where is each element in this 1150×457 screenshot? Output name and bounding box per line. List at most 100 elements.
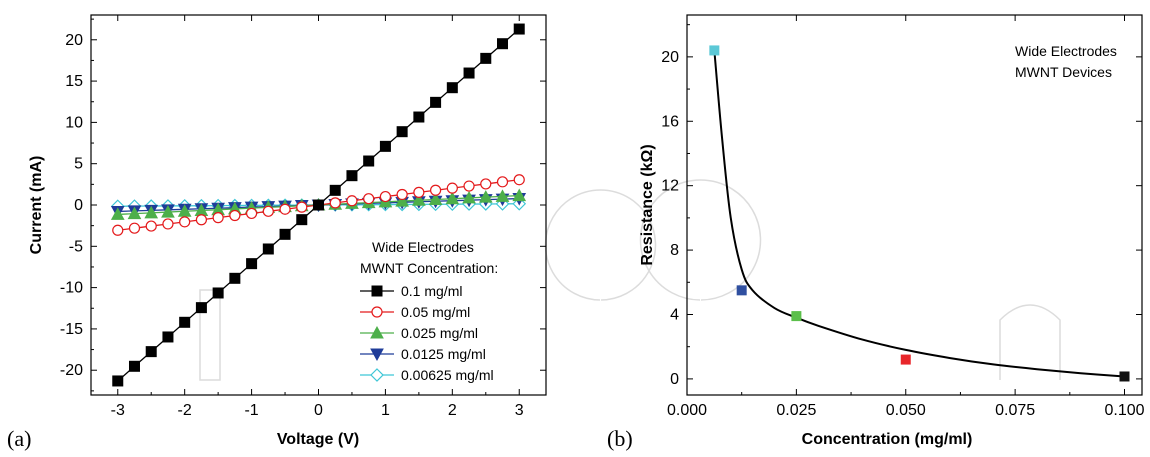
- data-point: [279, 228, 291, 240]
- y-tick-label: 8: [670, 242, 679, 259]
- data-point: [195, 302, 207, 314]
- legend-marker: [370, 325, 384, 339]
- data-point: [480, 178, 492, 190]
- data-point: [179, 316, 191, 328]
- data-point: [428, 192, 443, 206]
- legend-heading-2: MWNT Concentration:: [360, 260, 498, 276]
- legend-marker: [371, 306, 383, 318]
- series-0-1-mg-ml: [112, 23, 525, 387]
- data-point: [144, 205, 159, 219]
- data-point: [363, 155, 375, 167]
- x-tick-label: 0.025: [776, 402, 816, 419]
- legend-heading-1: Wide Electrodes: [372, 239, 474, 255]
- data-point: [110, 207, 125, 220]
- data-point: [212, 212, 224, 224]
- data-point: [161, 205, 175, 218]
- data-point: [445, 191, 460, 205]
- x-tick-labels: 0.000 0.025 0.050 0.075 0.100: [667, 402, 1145, 419]
- watermark: [199, 179, 1061, 381]
- data-point: [112, 375, 124, 387]
- data-point: [1119, 371, 1130, 382]
- y-tick-label: 20: [661, 49, 679, 66]
- data-point: [497, 38, 509, 50]
- y-tick-labels: -20 -15 -10 -5 0 5 10 15 20: [60, 32, 83, 379]
- data-point: [195, 214, 208, 226]
- data-point: [162, 218, 174, 230]
- x-tick-labels: -3 -2 -1 0 1 2 3: [111, 402, 524, 419]
- data-point: [262, 205, 274, 217]
- data-point: [162, 331, 174, 343]
- y-axis-title: Current (mA): [28, 156, 45, 255]
- legend-label: 0.05 mg/ml: [401, 304, 470, 320]
- data-point: [463, 67, 475, 79]
- data-point: [446, 82, 458, 94]
- data-point: [296, 201, 308, 213]
- x-tick-label: -2: [178, 402, 192, 419]
- data-point: [112, 224, 124, 236]
- data-point: [346, 195, 358, 207]
- data-point: [246, 258, 258, 270]
- data-point: [229, 272, 241, 284]
- data-point: [736, 285, 747, 296]
- plot-frame: [686, 14, 1143, 396]
- axis-ticks: [91, 15, 546, 395]
- y-tick-label: -10: [60, 280, 83, 297]
- data-point: [128, 222, 141, 234]
- data-point: [512, 188, 527, 202]
- data-point: [313, 199, 324, 211]
- data-point: [463, 180, 475, 192]
- data-point: [145, 346, 157, 358]
- y-tick-label: 0: [74, 197, 83, 214]
- data-point: [396, 126, 408, 138]
- legend: Wide Electrodes MWNT Concentration: 0.1 …: [360, 239, 498, 383]
- data-point: [430, 96, 442, 108]
- legend-label: 0.0125 mg/ml: [401, 346, 486, 362]
- data-point: [478, 190, 493, 203]
- fit-curve: [713, 50, 1125, 378]
- y-tick-label: 12: [661, 178, 679, 195]
- x-tick-label: -3: [111, 402, 125, 419]
- x-axis-title: Concentration (mg/ml): [802, 431, 973, 448]
- data-point: [229, 209, 241, 222]
- data-series: [709, 45, 1130, 382]
- data-point: [462, 190, 476, 204]
- data-point: [212, 287, 224, 299]
- data-point: [412, 193, 426, 206]
- legend-label: 0.025 mg/ml: [401, 325, 478, 341]
- x-tick-label: 2: [448, 402, 457, 419]
- x-tick-label: 3: [515, 402, 524, 419]
- y-tick-label: 10: [65, 114, 83, 131]
- data-point: [495, 189, 510, 202]
- data-point: [480, 52, 492, 64]
- y-tick-label: -20: [60, 362, 83, 379]
- legend-marker: [371, 285, 383, 297]
- data-point: [296, 214, 308, 226]
- series-0-05-mg-ml: [112, 174, 525, 236]
- data-point: [513, 174, 525, 186]
- annotation-line-1: Wide Electrodes: [1015, 43, 1117, 59]
- x-tick-label: -1: [244, 402, 258, 419]
- y-tick-label: 20: [65, 32, 83, 49]
- data-point: [379, 140, 391, 152]
- data-point: [145, 220, 157, 232]
- data-point: [496, 176, 509, 188]
- annotation-line-2: MWNT Devices: [1015, 64, 1112, 80]
- y-tick-labels: 0 4 8 12 16 20: [661, 49, 679, 388]
- legend-marker: [370, 348, 384, 362]
- data-point: [900, 354, 911, 365]
- data-point: [429, 184, 442, 196]
- y-tick-label: 15: [65, 73, 83, 90]
- data-point: [262, 243, 274, 255]
- data-point: [245, 207, 258, 220]
- y-tick-label: 16: [661, 113, 679, 130]
- data-point: [329, 197, 341, 209]
- data-point: [379, 190, 392, 203]
- y-tick-label: -15: [60, 321, 83, 338]
- data-point: [413, 186, 425, 198]
- data-point: [279, 203, 291, 215]
- x-tick-label: 0.000: [667, 402, 707, 419]
- y-tick-label: 5: [74, 156, 83, 173]
- data-point: [396, 188, 408, 201]
